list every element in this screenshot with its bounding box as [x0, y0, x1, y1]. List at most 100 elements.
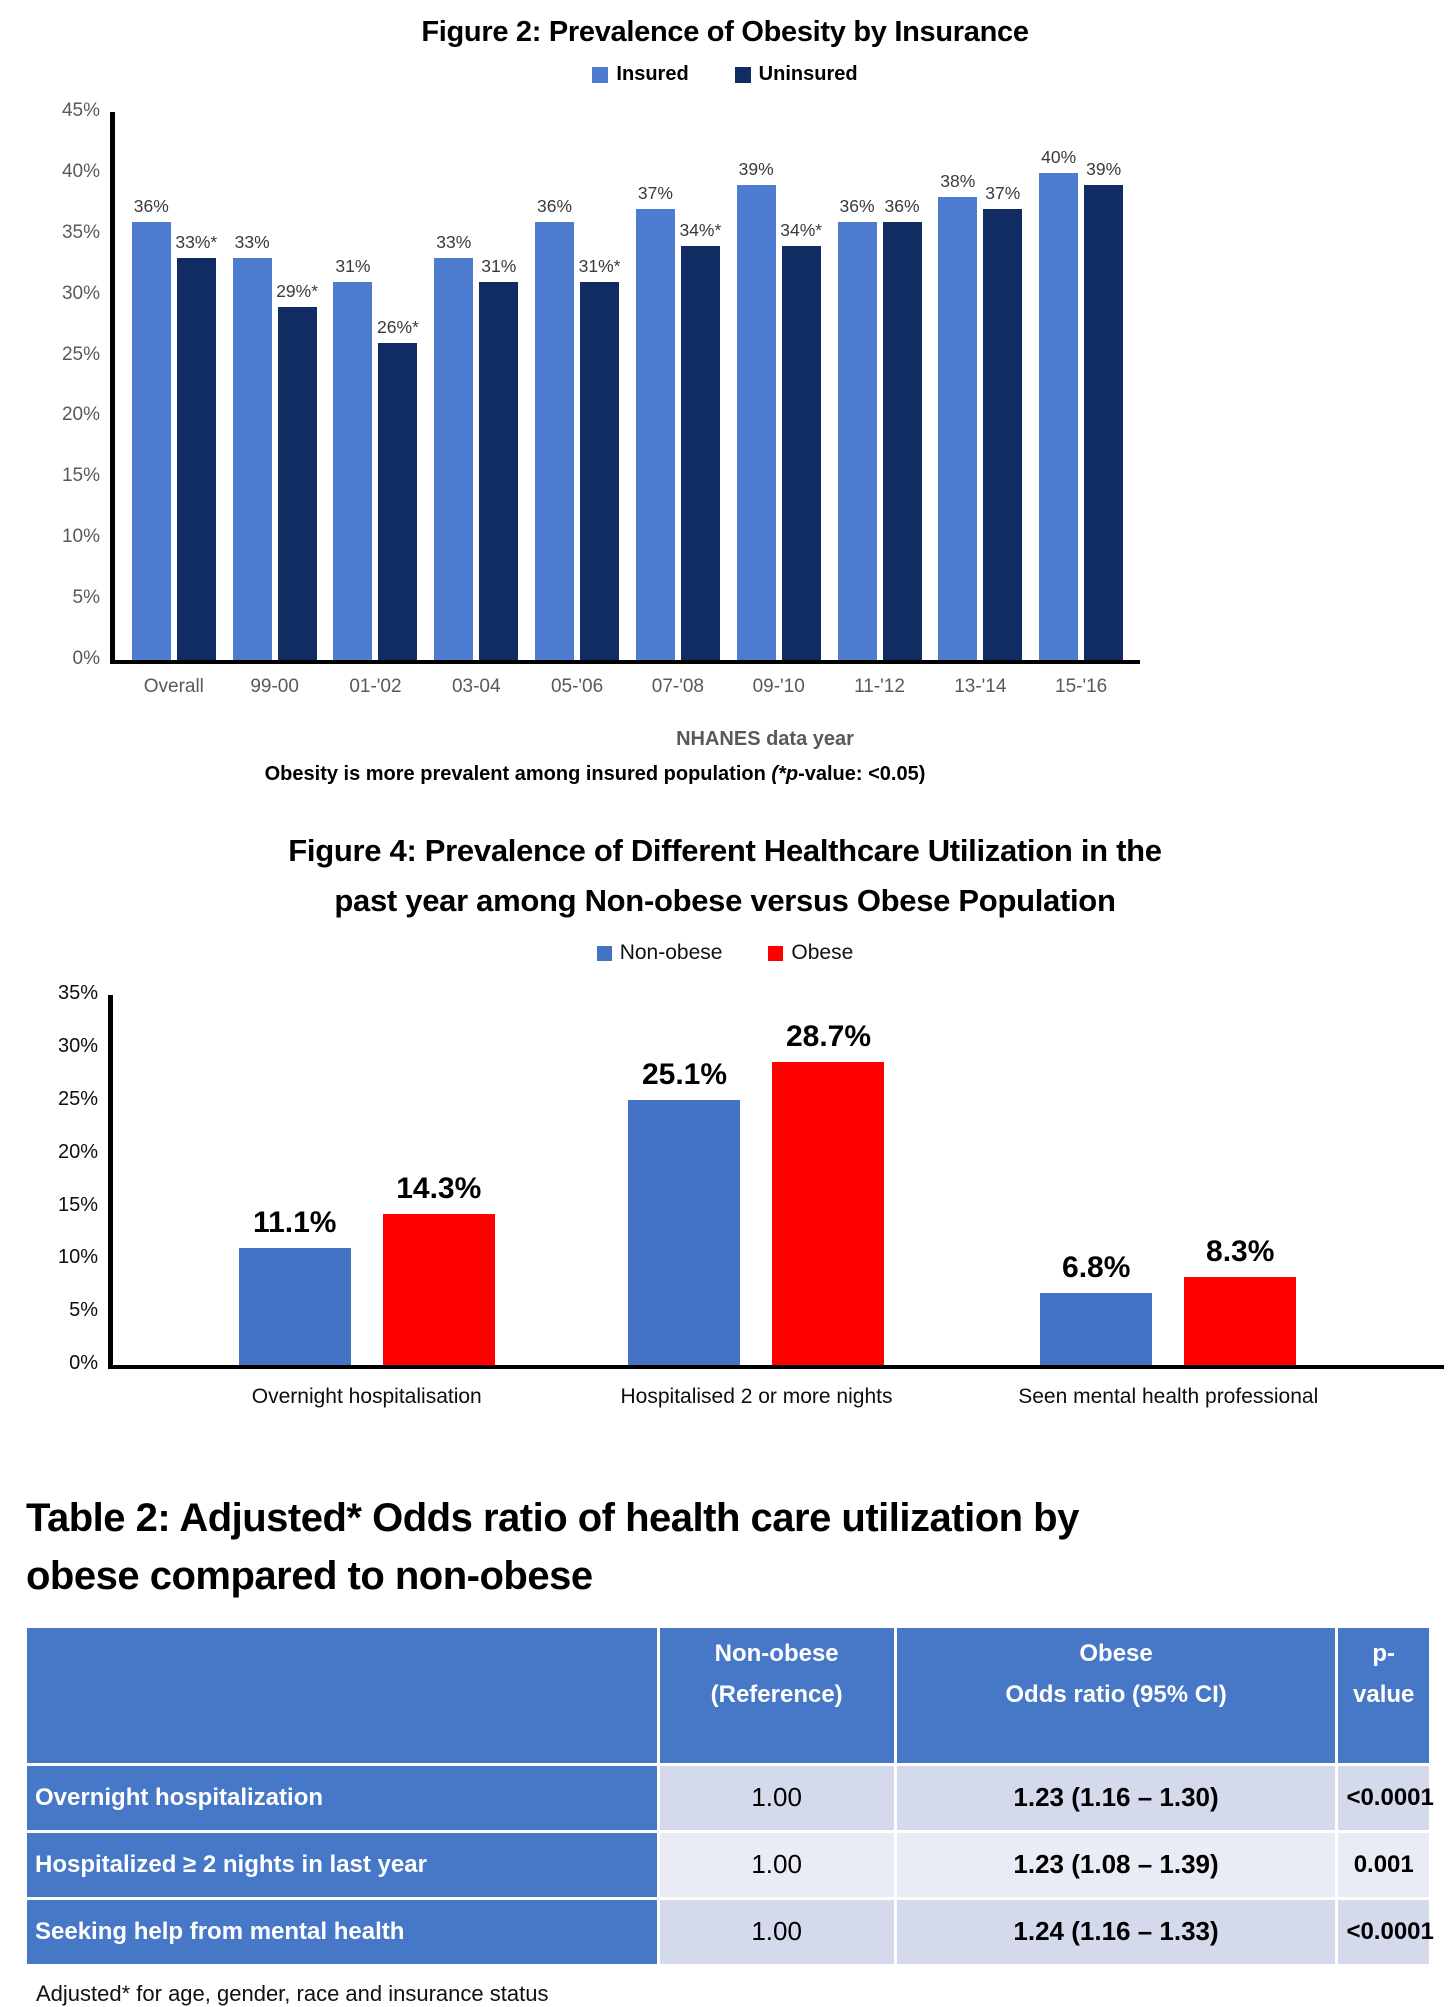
x-axis-category-label: 01-'02 — [349, 676, 402, 697]
legend-label: Non-obese — [619, 941, 723, 965]
bar-value-label: 36% — [133, 196, 169, 216]
bar-pair: 31% 26%* — [333, 112, 419, 660]
figure2-legend: Insured Uninsured — [0, 63, 1450, 86]
bar-value-label: 26%* — [377, 317, 419, 337]
bar-value-label: 8.3% — [1206, 1235, 1275, 1269]
x-axis-category-label: Seen mental health professional — [1018, 1385, 1319, 1409]
page: Figure 2: Prevalence of Obesity by Insur… — [0, 16, 1450, 2006]
bar-pair: 33% 31% — [434, 112, 519, 660]
bar-value-label: 14.3% — [396, 1172, 482, 1206]
table-header: Non-obese (Reference) Obese Odds ratio (95%… — [27, 1628, 1429, 1763]
bar-value-label: 33% — [234, 232, 270, 252]
value-cell: 1.23 (1.08 – 1.39) — [896, 1832, 1336, 1897]
bar-fill — [434, 258, 474, 660]
header-line2 — [35, 1634, 649, 1675]
row-label-cell: Seeking help from mental health — [27, 1899, 657, 1964]
y-axis-tick: 0% — [69, 1352, 98, 1375]
bar-fill — [781, 246, 821, 660]
figure4-section: Figure 4: Prevalence of Different Health… — [0, 786, 1450, 1431]
bar-uninsured-3: 26%* — [377, 317, 419, 660]
bar-fill — [479, 282, 519, 660]
bar-insured-9: 38% — [938, 171, 978, 660]
table-body: Overnight hospitalization 1.00 1.23 (1.16 … — [27, 1765, 1434, 1964]
y-axis-tick: 15% — [61, 465, 100, 487]
bar-group-10: 40% 39% 15-'16 — [1039, 112, 1124, 698]
caption-rest: -value: <0.05) — [798, 763, 926, 785]
legend-swatch-icon — [592, 66, 609, 83]
value-cell: <0.0001 — [1338, 1899, 1434, 1964]
x-axis-line — [108, 1365, 1444, 1370]
bar-group-3: 31% 26%* 01-'02 — [333, 112, 419, 698]
bar-value-label: 28.7% — [785, 1020, 872, 1054]
y-axis-tick: 30% — [57, 1035, 98, 1058]
bar-fill — [378, 343, 418, 660]
y-axis-tick: 20% — [57, 1140, 98, 1163]
table2-footnote: Adjusted* for age, gender, race and insu… — [36, 1980, 549, 2006]
bar-pair: 36% 36% — [837, 112, 922, 660]
bar-insured-8: 36% — [837, 196, 877, 660]
bar-fill — [680, 246, 720, 660]
y-axis-tick: 5% — [72, 587, 100, 609]
y-axis-tick: 10% — [57, 1246, 98, 1269]
bar-insured-2: 33% — [232, 232, 272, 660]
bar-value-label: 31% — [481, 256, 517, 276]
x-axis-category-label: 07-'08 — [651, 676, 704, 697]
table-header-cell-1 — [27, 1628, 657, 1763]
bar-fill — [176, 258, 216, 660]
bar-fill — [736, 185, 776, 660]
table-header-cell-2: Non-obese (Reference) — [659, 1628, 894, 1763]
odds-ratio-table: Non-obese (Reference) Obese Odds ratio (95%… — [24, 1625, 1434, 1966]
caption-text: Obesity is more prevalent among insured … — [264, 763, 772, 785]
legend-item-obese: Obese — [768, 941, 853, 965]
x-axis-category-label: 03-04 — [451, 676, 501, 697]
bar-fill — [382, 1214, 495, 1366]
value-cell: 0.001 — [1338, 1832, 1429, 1897]
bar-insured-4: 33% — [434, 232, 474, 660]
header-line1: p-value — [1353, 1640, 1415, 1708]
table-header-row: Non-obese (Reference) Obese Odds ratio (95%… — [27, 1628, 1429, 1763]
figure4-chart: 35% 30% 25% 20% 15% 10% 5% 0% 11.1% 14.3% Overnigh… — [4, 982, 1450, 1431]
value-cell: 1.00 — [659, 1832, 894, 1897]
bar-value-label: 36% — [884, 196, 920, 216]
legend-label: Uninsured — [758, 63, 858, 85]
plot-area: 36% 33%* Overall 33% 29%* 99-00 31% 26%* 01-'02 3… — [110, 112, 1140, 720]
bar-fill — [628, 1100, 741, 1366]
x-axis-category-label: 99-00 — [250, 676, 299, 697]
bar-value-label: 40% — [1041, 147, 1077, 167]
x-axis-category-label: 09-'10 — [752, 676, 805, 697]
legend-swatch-icon — [734, 66, 751, 83]
legend-label: Insured — [616, 63, 689, 85]
header-line1: Obese — [1079, 1640, 1153, 1668]
bar-uninsured-1: 33%* — [175, 232, 217, 660]
bar-obese-2: 28.7% — [772, 1020, 885, 1366]
x-axis-category-label: Overall — [143, 676, 204, 697]
figure2-title: Figure 2: Prevalence of Obesity by Insur… — [421, 16, 1029, 48]
bar-value-label: 11.1% — [253, 1206, 337, 1240]
bar-fill — [1040, 1293, 1153, 1366]
bar-fill — [882, 222, 922, 660]
bar-pair: 6.8% 8.3% — [1040, 995, 1297, 1366]
bar-non-obese-2: 25.1% — [628, 1058, 741, 1366]
bar-group-8: 36% 36% 11-'12 — [837, 112, 922, 698]
bar-insured-7: 39% — [736, 159, 776, 660]
caption-italic: (*p — [771, 763, 799, 785]
y-axis-tick: 30% — [61, 282, 100, 304]
bar-fill — [535, 222, 575, 660]
bar-value-label: 38% — [940, 171, 976, 191]
figure2-caption: Obesity is more prevalent among insured … — [0, 763, 1450, 786]
bar-uninsured-6: 34%* — [679, 220, 721, 660]
bar-pair: 40% 39% — [1039, 112, 1124, 660]
bar-value-label: 39% — [738, 159, 774, 179]
y-axis-tick: 15% — [57, 1193, 98, 1216]
bar-pair: 37% 34%* — [635, 112, 721, 660]
bar-value-label: 34%* — [679, 220, 722, 240]
y-axis-tick: 25% — [57, 1087, 98, 1110]
row-label-cell: Hospitalized ≥ 2 nights in last year — [27, 1832, 657, 1897]
bar-pair: 25.1% 28.7% — [628, 995, 885, 1366]
table-row: Hospitalized ≥ 2 nights in last year 1.00… — [27, 1832, 1429, 1897]
table2-section: Table 2: Adjusted* Odds ratio of health … — [0, 1431, 1450, 2006]
bar-fill — [232, 258, 272, 660]
bar-fill — [1084, 185, 1124, 660]
x-axis-category-label: 15-'16 — [1055, 676, 1108, 697]
bar-value-label: 31% — [335, 256, 371, 276]
